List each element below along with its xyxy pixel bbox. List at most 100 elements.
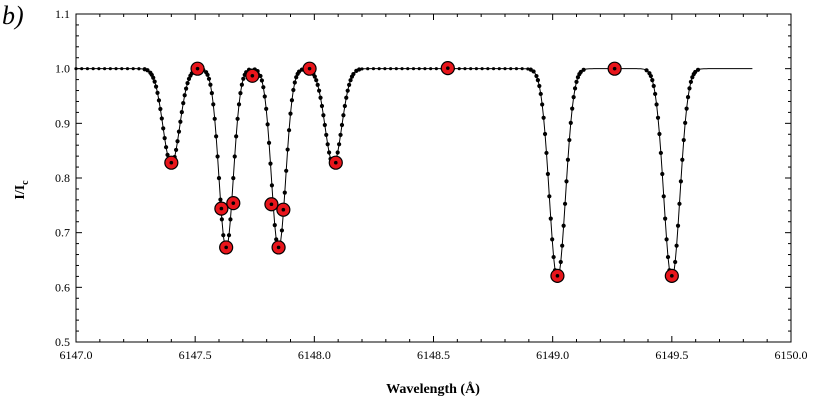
profile-sample-point: [324, 132, 329, 138]
profile-sample-point: [690, 75, 695, 80]
profile-sample-point: [235, 116, 240, 121]
profile-sample-point: [341, 113, 346, 118]
y-tick-label: 0.9: [55, 116, 70, 130]
profile-sample-point: [575, 75, 581, 80]
profile-sample-point: [264, 106, 269, 111]
profile-sample-point: [544, 150, 549, 156]
y-axis-ticks: 0.5 0.6 0.7 0.8 0.9 1.0 1.1: [55, 7, 791, 349]
profile-sample-point: [520, 67, 524, 71]
profile-sample-point: [665, 254, 671, 260]
fit-marker-center: [195, 66, 200, 71]
profile-sample-point: [660, 171, 665, 177]
profile-sample-point: [97, 67, 101, 71]
fit-marker-center: [169, 160, 174, 165]
x-tick-label: 6150.0: [775, 348, 808, 362]
profile-sample-point: [675, 223, 681, 228]
profile-sample-point: [551, 254, 556, 260]
profile-sample-point: [292, 80, 297, 85]
fit-marker-center: [276, 245, 281, 250]
profile-sample-point: [687, 86, 692, 91]
profile-sample-point: [548, 216, 553, 221]
profile-sample-point: [371, 67, 376, 71]
profile-sample-point: [226, 233, 232, 238]
profile-sample-point: [654, 102, 659, 107]
profile-sample-point: [360, 67, 364, 71]
fit-marker-center: [612, 66, 617, 71]
fit-marker-center: [231, 201, 236, 205]
profile-sample-point: [565, 157, 571, 162]
y-tick-label: 1.1: [55, 7, 70, 21]
profile-sample-point: [327, 150, 332, 155]
profile-sample-point: [394, 67, 398, 71]
profile-sample-point: [429, 67, 433, 71]
profile-sample-point: [228, 217, 233, 222]
profile-sample-point: [411, 67, 416, 71]
profile-sample-point: [578, 69, 583, 75]
profile-sample-point: [265, 122, 270, 127]
profile-sample-point: [338, 132, 343, 138]
profile-sample-point: [85, 67, 90, 71]
y-tick-label: 0.6: [55, 280, 70, 294]
profile-sample-point: [108, 67, 112, 71]
profile-sample-point: [162, 136, 167, 141]
profile-sample-point: [318, 95, 323, 100]
profile-sample-point: [314, 78, 319, 83]
y-axis-title-subscript: c: [20, 180, 31, 185]
profile-sample-point: [231, 175, 236, 181]
profile-sample-point: [211, 102, 216, 107]
profile-sample-point: [120, 67, 124, 71]
profile-sample-point: [216, 175, 222, 181]
profile-sample-point: [389, 67, 393, 71]
profile-sample-point: [279, 228, 285, 233]
profile-sample-point: [344, 95, 349, 100]
profile-sample-point: [259, 78, 264, 83]
profile-sample-point: [661, 194, 666, 199]
profile-sample-point: [238, 90, 243, 96]
profile-sample-point: [342, 103, 347, 109]
profile-sample-point: [574, 79, 579, 84]
profile-sample-point: [400, 67, 404, 71]
profile-sample-point: [581, 67, 586, 72]
fit-marker-center: [555, 274, 560, 278]
profile-sample-point: [131, 67, 135, 71]
profile-sample-point: [335, 150, 340, 155]
profile-sample-point: [497, 67, 501, 71]
profile-sample-point: [537, 83, 542, 89]
profile-sample-point: [262, 94, 267, 99]
profile-sample-point: [181, 101, 186, 106]
profile-sample-point: [658, 150, 663, 156]
profile-sample-point: [491, 67, 496, 71]
profile-sample-point: [648, 73, 653, 79]
profile-sample-point: [185, 81, 190, 86]
profile-sample-point: [159, 116, 164, 121]
profile-sample-point: [655, 115, 661, 120]
profile-sample-point: [545, 171, 551, 177]
profile-sample-point: [174, 147, 179, 153]
profile-sample-point: [417, 67, 421, 71]
profile-sample-point: [685, 95, 691, 100]
profile-sample-point: [155, 90, 160, 95]
profile-sample-point: [236, 102, 242, 107]
panel-label: b): [2, 1, 24, 30]
fit-marker-center: [250, 73, 255, 78]
profile-sample-point: [681, 137, 686, 143]
profile-sample-point: [657, 131, 662, 137]
profile-sample-point: [269, 183, 275, 188]
profile-sample-point: [285, 147, 290, 152]
x-tick-label: 6149.0: [536, 348, 569, 362]
profile-sample-point: [434, 67, 438, 71]
profile-sample-point: [206, 76, 212, 81]
profile-sample-point: [288, 111, 293, 116]
profile-sample-point: [673, 259, 678, 265]
profile-sample-point: [91, 67, 95, 71]
profile-sample-point: [693, 69, 698, 75]
profile-sample-point: [317, 88, 322, 93]
profile-sample-point: [377, 67, 381, 71]
profile-sample-point: [137, 67, 141, 71]
profile-sample-point: [347, 82, 352, 87]
profile-sample-point: [351, 71, 356, 77]
profile-sample-point: [152, 79, 157, 84]
profile-sample-point: [184, 86, 189, 91]
x-tick-label: 6148.5: [417, 348, 450, 362]
